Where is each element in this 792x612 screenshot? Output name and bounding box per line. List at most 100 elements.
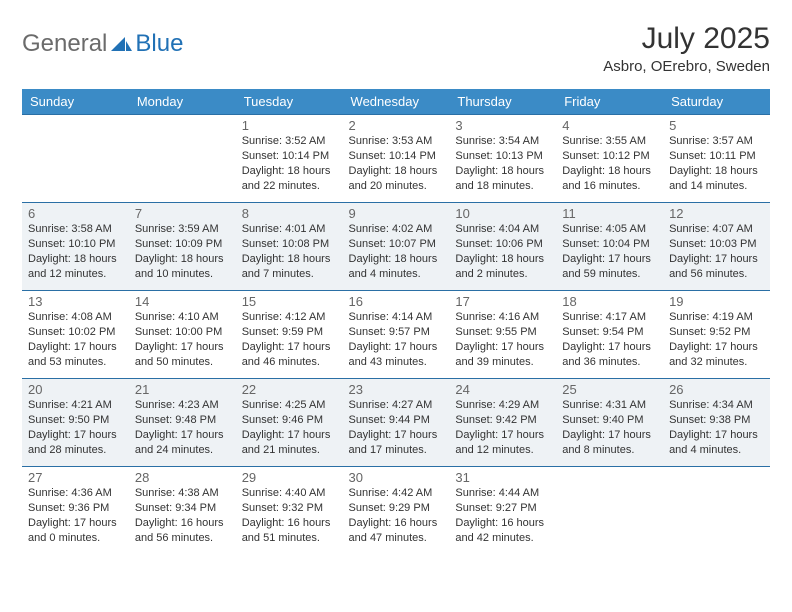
daylight-text-2: and 20 minutes. xyxy=(349,179,444,194)
sunset-text: Sunset: 10:07 PM xyxy=(349,237,444,252)
sunset-text: Sunset: 9:38 PM xyxy=(669,413,764,428)
daylight-text-1: Daylight: 17 hours xyxy=(135,428,230,443)
daylight-text-2: and 22 minutes. xyxy=(242,179,337,194)
day-info: Sunrise: 4:27 AMSunset: 9:44 PMDaylight:… xyxy=(349,398,444,457)
daylight-text-1: Daylight: 17 hours xyxy=(242,428,337,443)
daylight-text-1: Daylight: 18 hours xyxy=(242,252,337,267)
weekday-header: Friday xyxy=(556,89,663,115)
sunset-text: Sunset: 9:42 PM xyxy=(455,413,550,428)
daylight-text-2: and 4 minutes. xyxy=(669,443,764,458)
daylight-text-1: Daylight: 17 hours xyxy=(242,340,337,355)
calendar-day-cell xyxy=(22,115,129,203)
sunset-text: Sunset: 10:02 PM xyxy=(28,325,123,340)
calendar-day-cell: 20Sunrise: 4:21 AMSunset: 9:50 PMDayligh… xyxy=(22,379,129,467)
calendar-day-cell xyxy=(663,467,770,555)
day-number: 22 xyxy=(242,382,337,397)
daylight-text-1: Daylight: 18 hours xyxy=(135,252,230,267)
day-info: Sunrise: 4:14 AMSunset: 9:57 PMDaylight:… xyxy=(349,310,444,369)
calendar-day-cell: 23Sunrise: 4:27 AMSunset: 9:44 PMDayligh… xyxy=(343,379,450,467)
daylight-text-2: and 21 minutes. xyxy=(242,443,337,458)
day-info: Sunrise: 4:29 AMSunset: 9:42 PMDaylight:… xyxy=(455,398,550,457)
sunrise-text: Sunrise: 3:57 AM xyxy=(669,134,764,149)
sunrise-text: Sunrise: 4:17 AM xyxy=(562,310,657,325)
day-info: Sunrise: 4:01 AMSunset: 10:08 PMDaylight… xyxy=(242,222,337,281)
daylight-text-2: and 0 minutes. xyxy=(28,531,123,546)
sunrise-text: Sunrise: 4:19 AM xyxy=(669,310,764,325)
calendar-day-cell: 11Sunrise: 4:05 AMSunset: 10:04 PMDaylig… xyxy=(556,203,663,291)
calendar-day-cell: 12Sunrise: 4:07 AMSunset: 10:03 PMDaylig… xyxy=(663,203,770,291)
daylight-text-2: and 4 minutes. xyxy=(349,267,444,282)
daylight-text-2: and 51 minutes. xyxy=(242,531,337,546)
header: General Blue July 2025 Asbro, OErebro, S… xyxy=(22,22,770,75)
day-number: 20 xyxy=(28,382,123,397)
daylight-text-2: and 47 minutes. xyxy=(349,531,444,546)
day-info: Sunrise: 4:19 AMSunset: 9:52 PMDaylight:… xyxy=(669,310,764,369)
sunset-text: Sunset: 10:00 PM xyxy=(135,325,230,340)
calendar-day-cell xyxy=(129,115,236,203)
day-number: 3 xyxy=(455,118,550,133)
sunrise-text: Sunrise: 4:42 AM xyxy=(349,486,444,501)
calendar-day-cell: 31Sunrise: 4:44 AMSunset: 9:27 PMDayligh… xyxy=(449,467,556,555)
sunset-text: Sunset: 10:14 PM xyxy=(242,149,337,164)
sunrise-text: Sunrise: 4:07 AM xyxy=(669,222,764,237)
day-info: Sunrise: 4:21 AMSunset: 9:50 PMDaylight:… xyxy=(28,398,123,457)
day-info: Sunrise: 4:42 AMSunset: 9:29 PMDaylight:… xyxy=(349,486,444,545)
sunset-text: Sunset: 9:44 PM xyxy=(349,413,444,428)
daylight-text-1: Daylight: 17 hours xyxy=(669,340,764,355)
sunset-text: Sunset: 9:50 PM xyxy=(28,413,123,428)
daylight-text-1: Daylight: 16 hours xyxy=(242,516,337,531)
day-number: 15 xyxy=(242,294,337,309)
sunrise-text: Sunrise: 4:44 AM xyxy=(455,486,550,501)
sunrise-text: Sunrise: 3:54 AM xyxy=(455,134,550,149)
calendar-day-cell: 19Sunrise: 4:19 AMSunset: 9:52 PMDayligh… xyxy=(663,291,770,379)
calendar-week-row: 6Sunrise: 3:58 AMSunset: 10:10 PMDayligh… xyxy=(22,203,770,291)
sunrise-text: Sunrise: 4:21 AM xyxy=(28,398,123,413)
calendar-day-cell: 8Sunrise: 4:01 AMSunset: 10:08 PMDayligh… xyxy=(236,203,343,291)
sunset-text: Sunset: 9:52 PM xyxy=(669,325,764,340)
day-info: Sunrise: 3:59 AMSunset: 10:09 PMDaylight… xyxy=(135,222,230,281)
calendar-day-cell: 21Sunrise: 4:23 AMSunset: 9:48 PMDayligh… xyxy=(129,379,236,467)
day-info: Sunrise: 3:53 AMSunset: 10:14 PMDaylight… xyxy=(349,134,444,193)
daylight-text-1: Daylight: 17 hours xyxy=(455,428,550,443)
day-info: Sunrise: 4:10 AMSunset: 10:00 PMDaylight… xyxy=(135,310,230,369)
calendar-day-cell: 7Sunrise: 3:59 AMSunset: 10:09 PMDayligh… xyxy=(129,203,236,291)
weekday-header: Sunday xyxy=(22,89,129,115)
day-info: Sunrise: 3:52 AMSunset: 10:14 PMDaylight… xyxy=(242,134,337,193)
calendar-day-cell: 14Sunrise: 4:10 AMSunset: 10:00 PMDaylig… xyxy=(129,291,236,379)
weekday-header: Thursday xyxy=(449,89,556,115)
brand-word1: General xyxy=(22,30,107,58)
daylight-text-1: Daylight: 18 hours xyxy=(349,164,444,179)
calendar-week-row: 20Sunrise: 4:21 AMSunset: 9:50 PMDayligh… xyxy=(22,379,770,467)
sunrise-text: Sunrise: 4:12 AM xyxy=(242,310,337,325)
weekday-header: Tuesday xyxy=(236,89,343,115)
daylight-text-1: Daylight: 18 hours xyxy=(28,252,123,267)
day-info: Sunrise: 3:57 AMSunset: 10:11 PMDaylight… xyxy=(669,134,764,193)
daylight-text-1: Daylight: 17 hours xyxy=(669,252,764,267)
sunset-text: Sunset: 9:57 PM xyxy=(349,325,444,340)
calendar-day-cell: 4Sunrise: 3:55 AMSunset: 10:12 PMDayligh… xyxy=(556,115,663,203)
sunset-text: Sunset: 9:32 PM xyxy=(242,501,337,516)
sunset-text: Sunset: 9:55 PM xyxy=(455,325,550,340)
daylight-text-2: and 28 minutes. xyxy=(28,443,123,458)
sunrise-text: Sunrise: 4:05 AM xyxy=(562,222,657,237)
sunrise-text: Sunrise: 3:58 AM xyxy=(28,222,123,237)
day-info: Sunrise: 4:04 AMSunset: 10:06 PMDaylight… xyxy=(455,222,550,281)
day-number: 4 xyxy=(562,118,657,133)
sunrise-text: Sunrise: 4:14 AM xyxy=(349,310,444,325)
day-number: 30 xyxy=(349,470,444,485)
day-info: Sunrise: 4:44 AMSunset: 9:27 PMDaylight:… xyxy=(455,486,550,545)
daylight-text-2: and 12 minutes. xyxy=(455,443,550,458)
sunset-text: Sunset: 9:36 PM xyxy=(28,501,123,516)
weekday-header: Monday xyxy=(129,89,236,115)
day-info: Sunrise: 4:08 AMSunset: 10:02 PMDaylight… xyxy=(28,310,123,369)
sunrise-text: Sunrise: 4:27 AM xyxy=(349,398,444,413)
daylight-text-2: and 53 minutes. xyxy=(28,355,123,370)
day-info: Sunrise: 4:12 AMSunset: 9:59 PMDaylight:… xyxy=(242,310,337,369)
calendar-day-cell: 27Sunrise: 4:36 AMSunset: 9:36 PMDayligh… xyxy=(22,467,129,555)
day-info: Sunrise: 4:40 AMSunset: 9:32 PMDaylight:… xyxy=(242,486,337,545)
day-info: Sunrise: 4:17 AMSunset: 9:54 PMDaylight:… xyxy=(562,310,657,369)
day-number: 29 xyxy=(242,470,337,485)
calendar-day-cell: 30Sunrise: 4:42 AMSunset: 9:29 PMDayligh… xyxy=(343,467,450,555)
sunrise-text: Sunrise: 4:25 AM xyxy=(242,398,337,413)
calendar-day-cell: 15Sunrise: 4:12 AMSunset: 9:59 PMDayligh… xyxy=(236,291,343,379)
